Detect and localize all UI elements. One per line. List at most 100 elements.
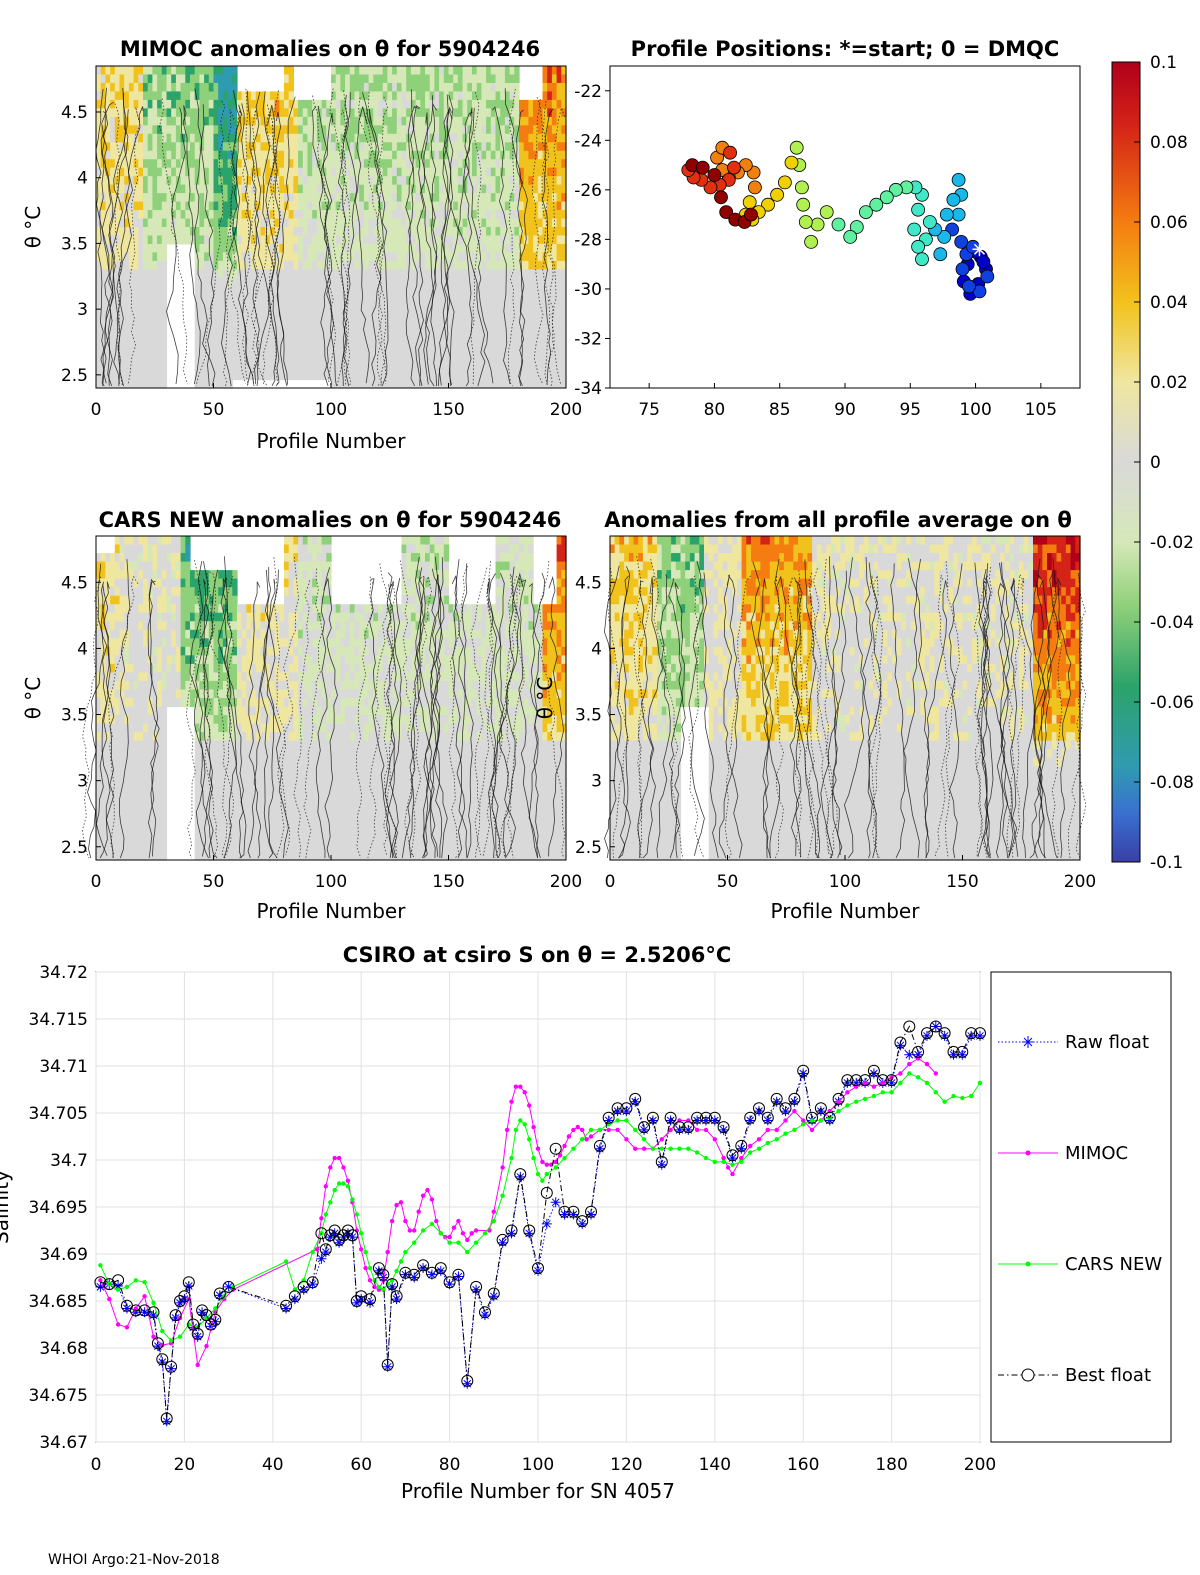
heat-cell bbox=[481, 116, 487, 126]
heat-cell bbox=[269, 371, 276, 381]
heat-cell bbox=[457, 176, 464, 186]
heat-cell bbox=[298, 193, 304, 203]
heat-cell bbox=[307, 218, 313, 228]
heat-cell bbox=[269, 99, 276, 109]
heat-cell bbox=[331, 99, 337, 109]
heat-cell bbox=[265, 218, 271, 228]
heat-cell bbox=[128, 553, 135, 563]
heat-cell bbox=[547, 125, 553, 135]
heat-cell bbox=[387, 294, 393, 304]
heat-cell bbox=[453, 269, 459, 279]
heat-cell bbox=[321, 235, 327, 245]
heat-cell bbox=[340, 82, 346, 93]
heat-cell bbox=[124, 277, 130, 287]
heat-cell bbox=[255, 646, 262, 656]
heat-cell bbox=[354, 277, 360, 287]
heat-cell bbox=[119, 595, 125, 605]
heat-cell bbox=[246, 337, 252, 347]
heat-cell bbox=[161, 800, 168, 810]
heat-cell bbox=[288, 362, 294, 372]
heat-cell bbox=[359, 371, 365, 381]
heat-cell bbox=[204, 159, 210, 169]
heat-cell bbox=[514, 371, 520, 381]
heat-cell bbox=[237, 133, 243, 143]
heat-cell bbox=[537, 362, 544, 372]
heat-cell bbox=[504, 142, 511, 152]
heat-cell bbox=[392, 184, 398, 194]
colorbar-tick-label: 0 bbox=[1150, 453, 1161, 473]
heat-cell bbox=[138, 260, 144, 270]
heat-cell bbox=[523, 108, 529, 118]
heat-cell bbox=[368, 99, 374, 109]
heat-cell bbox=[190, 655, 196, 665]
heat-cell bbox=[218, 303, 224, 313]
heat-cell bbox=[157, 740, 163, 750]
heat-cell bbox=[425, 150, 431, 160]
heat-cell bbox=[307, 142, 313, 152]
heat-cell bbox=[448, 243, 454, 254]
heat-cell bbox=[368, 303, 374, 313]
heat-cell bbox=[96, 354, 102, 364]
heat-cell bbox=[218, 142, 224, 152]
heat-cell bbox=[96, 825, 102, 836]
heat-cell bbox=[547, 193, 553, 203]
heat-cell bbox=[143, 732, 149, 742]
heat-cell bbox=[425, 210, 431, 220]
heat-cell bbox=[241, 210, 247, 220]
heat-cell bbox=[105, 252, 111, 262]
heat-cell bbox=[486, 193, 492, 203]
heat-cell bbox=[157, 715, 163, 725]
heat-cell bbox=[232, 689, 238, 699]
heat-cell bbox=[166, 227, 172, 237]
heat-cell bbox=[218, 638, 224, 648]
heat-cell bbox=[269, 91, 276, 101]
heat-cell bbox=[504, 277, 511, 287]
heat-cell bbox=[232, 612, 238, 622]
heat-cell bbox=[255, 715, 262, 725]
heat-cell bbox=[547, 235, 553, 245]
heat-cell bbox=[180, 150, 186, 160]
heat-cell bbox=[96, 277, 102, 287]
heat-cell bbox=[152, 371, 158, 381]
heat-cell bbox=[171, 629, 177, 639]
contour-line bbox=[336, 90, 349, 387]
heat-cell bbox=[114, 689, 121, 699]
heat-cell bbox=[161, 108, 168, 118]
heat-cell bbox=[298, 235, 304, 245]
heat-cell bbox=[514, 108, 520, 118]
heat-cell bbox=[533, 252, 539, 262]
heat-cell bbox=[232, 74, 238, 84]
heat-cell bbox=[171, 570, 177, 580]
heat-cell bbox=[232, 680, 238, 691]
heat-cell bbox=[147, 672, 153, 682]
heat-cell bbox=[425, 277, 431, 287]
heat-cell bbox=[354, 193, 360, 203]
heat-cell bbox=[199, 311, 205, 321]
heat-cell bbox=[542, 193, 548, 203]
heat-cell bbox=[509, 193, 515, 203]
heat-cell bbox=[382, 74, 388, 84]
heat-cell bbox=[246, 201, 252, 211]
heat-cell bbox=[133, 655, 139, 665]
heat-cell bbox=[185, 235, 191, 245]
heat-cell bbox=[312, 286, 318, 296]
heat-cell bbox=[490, 193, 497, 203]
heat-cell bbox=[439, 345, 445, 355]
heat-cell bbox=[425, 108, 431, 118]
heat-cell bbox=[349, 116, 356, 126]
heat-cell bbox=[326, 150, 332, 160]
heat-cell bbox=[161, 311, 168, 321]
heat-cell bbox=[237, 354, 243, 364]
heat-cell bbox=[237, 311, 243, 321]
heat-cell bbox=[100, 612, 106, 622]
heat-cell bbox=[486, 74, 492, 84]
heat-cell bbox=[410, 286, 417, 296]
heat-cell bbox=[495, 269, 501, 279]
heat-cell bbox=[218, 578, 224, 588]
x-tick-label: 150 bbox=[432, 400, 464, 420]
heat-cell bbox=[251, 294, 257, 304]
contour-line bbox=[159, 98, 188, 385]
heat-cell bbox=[462, 99, 468, 109]
heat-cell bbox=[241, 286, 247, 296]
heat-cell bbox=[453, 328, 459, 338]
